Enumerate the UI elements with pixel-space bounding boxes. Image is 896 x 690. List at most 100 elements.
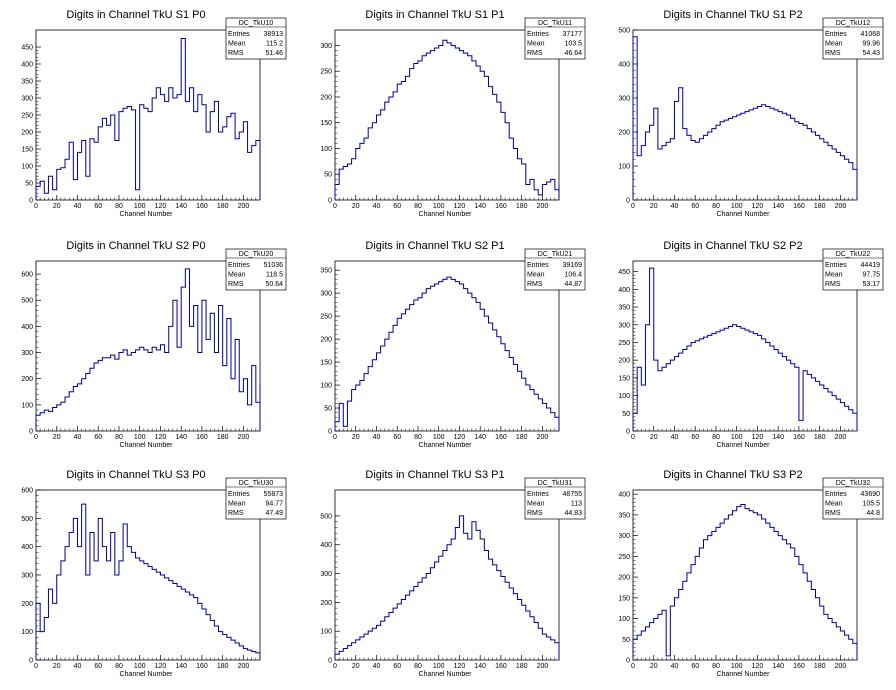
y-tick-label: 50 <box>324 172 332 179</box>
x-tick-label: 100 <box>731 434 743 441</box>
x-tick-label: 180 <box>516 203 528 210</box>
x-tick-label: 0 <box>333 203 337 210</box>
y-tick-label: 400 <box>618 492 630 499</box>
histogram-series <box>632 267 858 431</box>
stats-value: 115.2 <box>266 41 283 48</box>
x-tick-label: 80 <box>115 663 123 670</box>
x-tick-label: 140 <box>175 663 187 670</box>
y-tick-label: 100 <box>618 164 630 171</box>
x-tick-label: 120 <box>155 434 167 441</box>
stats-value: 44.87 <box>564 281 582 288</box>
x-tick-label: 20 <box>53 434 61 441</box>
y-tick-label: 250 <box>618 340 630 347</box>
x-tick-label: 60 <box>94 663 102 670</box>
stats-box <box>524 17 586 60</box>
x-tick-label: 40 <box>671 203 679 210</box>
x-tick-label: 60 <box>393 663 401 670</box>
x-tick-label: 140 <box>175 434 187 441</box>
x-tick-label: 60 <box>393 203 401 210</box>
stats-name: DC_TkU31 <box>538 480 573 487</box>
stats-value: 37177 <box>563 31 583 38</box>
stats-value: 51.46 <box>265 50 283 57</box>
x-tick-label: 160 <box>495 203 507 210</box>
stats-label: Entries <box>527 31 549 38</box>
x-tick-label: 160 <box>793 203 805 210</box>
stats-box <box>225 248 287 291</box>
stats-value: 54.43 <box>862 50 880 57</box>
x-tick-label: 40 <box>74 203 82 210</box>
y-tick-label: 200 <box>21 376 33 383</box>
x-tick-label: 40 <box>373 203 381 210</box>
x-tick-label: 40 <box>74 434 82 441</box>
x-tick-label: 20 <box>352 663 360 670</box>
stats-name: DC_TkU10 <box>239 20 274 27</box>
y-tick-label: 0 <box>626 429 630 436</box>
histogram-panel: Digits in Channel TkU S3 P10100200300400… <box>320 469 586 678</box>
y-tick-label: 0 <box>328 198 332 205</box>
y-tick-label: 150 <box>618 595 630 602</box>
x-tick-label: 40 <box>373 434 381 441</box>
x-tick-label: 20 <box>352 203 360 210</box>
x-tick-label: 100 <box>433 663 445 670</box>
y-tick-label: 50 <box>25 181 33 188</box>
y-tick-label: 0 <box>328 429 332 436</box>
histogram-series <box>334 39 560 200</box>
y-tick-label: 0 <box>626 658 630 665</box>
chart-title: Digits in Channel TkU S1 P2 <box>663 9 802 21</box>
stats-box <box>822 248 884 291</box>
x-tick-label: 40 <box>373 663 381 670</box>
stats-box <box>524 248 586 291</box>
y-tick-label: 150 <box>618 375 630 382</box>
x-tick-label: 140 <box>772 203 784 210</box>
histogram-series <box>632 36 858 200</box>
y-tick-label: 500 <box>21 516 33 523</box>
chart-title: Digits in Channel TkU S1 P1 <box>365 9 504 21</box>
x-tick-label: 100 <box>134 203 146 210</box>
histogram-series <box>35 268 261 431</box>
chart-title: Digits in Channel TkU S1 P0 <box>66 9 205 21</box>
x-axis-label: Channel Number <box>419 211 473 218</box>
stats-value: 48755 <box>563 491 583 498</box>
x-tick-label: 80 <box>414 434 422 441</box>
y-tick-label: 250 <box>320 314 332 321</box>
y-tick-label: 350 <box>618 512 630 519</box>
x-tick-label: 180 <box>217 434 229 441</box>
stats-value: 46.64 <box>564 50 582 57</box>
x-tick-label: 200 <box>835 434 847 441</box>
stats-value: 43690 <box>861 491 881 498</box>
y-tick-label: 250 <box>21 113 33 120</box>
x-tick-label: 200 <box>537 203 549 210</box>
x-tick-label: 200 <box>835 663 847 670</box>
stats-value: 105.5 <box>862 501 880 508</box>
stats-value: 44.83 <box>564 510 582 517</box>
stats-label: Mean <box>527 41 545 48</box>
y-tick-label: 100 <box>21 629 33 636</box>
stats-label: Mean <box>825 272 843 279</box>
y-tick-label: 250 <box>320 69 332 76</box>
y-tick-label: 200 <box>21 130 33 137</box>
y-tick-label: 100 <box>21 402 33 409</box>
y-tick-label: 100 <box>618 616 630 623</box>
y-tick-label: 200 <box>618 358 630 365</box>
y-tick-label: 400 <box>21 544 33 551</box>
stats-value: 55873 <box>264 491 284 498</box>
x-tick-label: 20 <box>650 663 658 670</box>
y-tick-label: 200 <box>618 130 630 137</box>
x-tick-label: 200 <box>835 203 847 210</box>
x-axis-label: Channel Number <box>120 211 174 218</box>
x-tick-label: 20 <box>352 434 360 441</box>
x-tick-label: 100 <box>731 203 743 210</box>
x-tick-label: 200 <box>238 663 250 670</box>
histogram-series <box>334 276 560 431</box>
y-tick-label: 300 <box>21 96 33 103</box>
y-tick-label: 400 <box>618 287 630 294</box>
x-tick-label: 100 <box>433 203 445 210</box>
x-axis-label: Channel Number <box>717 442 771 449</box>
y-tick-label: 400 <box>618 62 630 69</box>
x-tick-label: 200 <box>537 663 549 670</box>
y-tick-label: 300 <box>21 350 33 357</box>
y-tick-label: 450 <box>21 45 33 52</box>
stats-box <box>822 17 884 60</box>
x-tick-label: 120 <box>155 663 167 670</box>
stats-label: Entries <box>527 262 549 269</box>
